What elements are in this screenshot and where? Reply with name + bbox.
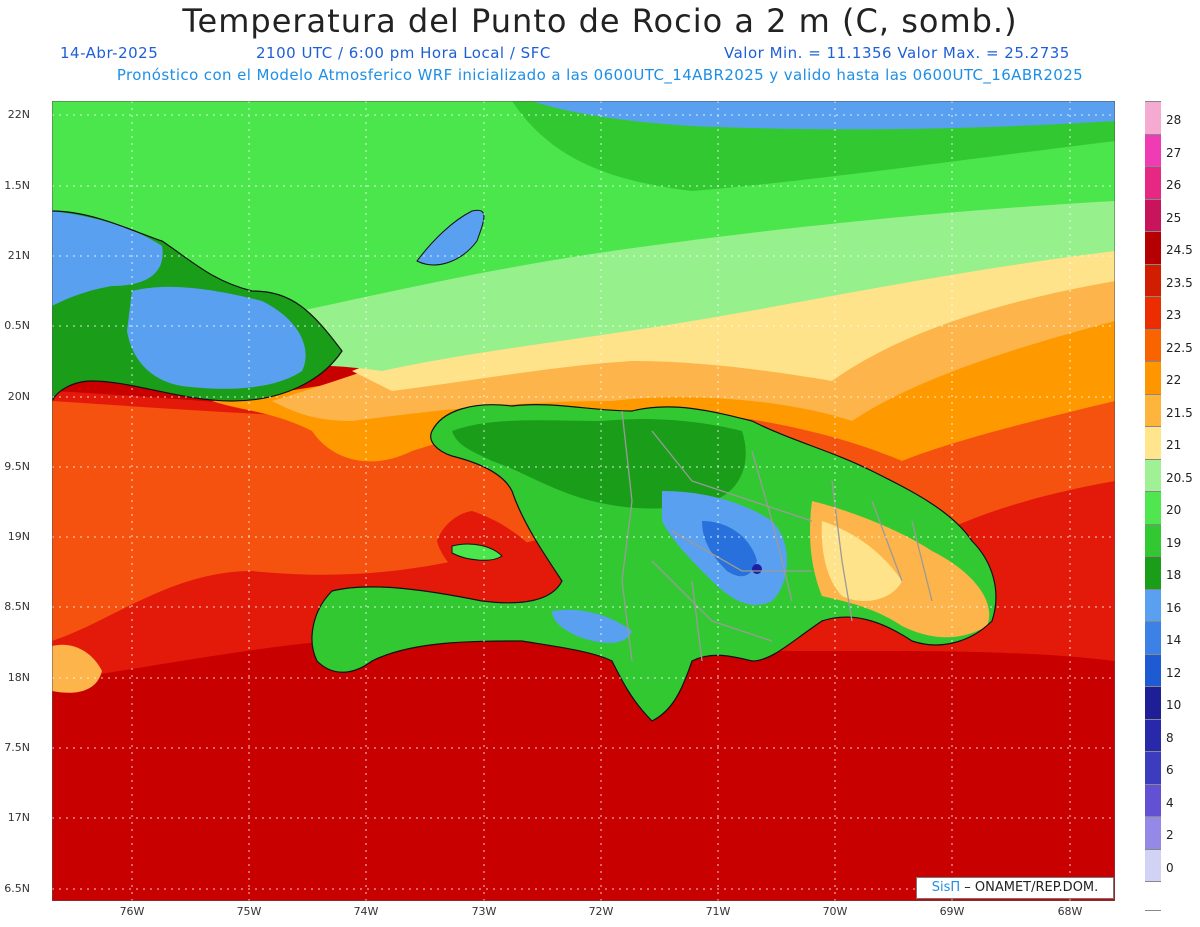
gridlines xyxy=(52,101,1115,901)
legend-swatch xyxy=(1145,328,1161,361)
min-max-values: Valor Min. = 11.1356 Valor Max. = 25.273… xyxy=(724,44,1070,62)
legend-label: 12 xyxy=(1166,665,1182,680)
legend-swatch xyxy=(1145,588,1161,621)
lon-label: 71W xyxy=(705,905,731,918)
lon-label: 76W xyxy=(119,905,145,918)
legend-swatch xyxy=(1145,523,1161,556)
model-info: Pronóstico con el Modelo Atmosferico WRF… xyxy=(116,66,1084,84)
legend-label: 14 xyxy=(1166,633,1182,647)
legend-label: 2 xyxy=(1166,828,1174,842)
legend-swatch xyxy=(1145,166,1161,199)
chart-title: Temperatura del Punto de Rocio a 2 m (C,… xyxy=(182,2,1018,40)
legend-swatch xyxy=(1145,556,1161,589)
zone-east-dr xyxy=(810,501,990,638)
legend-label: 26 xyxy=(1166,178,1182,192)
zone-jamaica xyxy=(52,644,102,693)
legend-label: 22.5 xyxy=(1166,340,1193,355)
legend-swatch xyxy=(1145,848,1161,881)
lat-label: 19N xyxy=(7,530,30,543)
legend-label: 27 xyxy=(1166,145,1182,160)
legend-swatch xyxy=(1145,686,1161,719)
coastline-gonave xyxy=(451,543,503,561)
lat-label: 21N xyxy=(7,249,30,262)
legend-label: 22 xyxy=(1166,373,1182,387)
zone-cuba-west-blue xyxy=(52,211,163,306)
legend-swatch xyxy=(1145,393,1161,426)
lon-label: 68W xyxy=(1057,905,1083,918)
legend-label: 8 xyxy=(1166,730,1174,745)
legend-label: 25 xyxy=(1166,210,1182,225)
lat-label: 20N xyxy=(7,390,30,403)
legend-swatch xyxy=(1145,653,1161,686)
legend-swatch xyxy=(1145,816,1161,849)
legend-swatch xyxy=(1145,751,1161,784)
legend-swatch xyxy=(1145,296,1161,329)
legend-swatch xyxy=(1145,263,1161,296)
lat-label: 0.5N xyxy=(4,319,30,332)
legend-label: 24.5 xyxy=(1166,243,1193,257)
dewpoint-map xyxy=(52,101,1115,901)
legend-swatch xyxy=(1145,458,1161,491)
zone-east-dr-yellow xyxy=(821,521,902,601)
lat-label: 1.5N xyxy=(4,179,30,192)
lon-label: 69W xyxy=(939,905,965,918)
legend-swatch xyxy=(1145,783,1161,816)
coastline-cuba xyxy=(52,210,343,402)
lon-label: 70W xyxy=(822,905,848,918)
legend-swatch xyxy=(1145,881,1161,911)
legend-swatch xyxy=(1145,491,1161,524)
coastline-inagua xyxy=(416,209,485,266)
legend-label: 19 xyxy=(1166,535,1182,550)
lat-label: 22N xyxy=(7,108,30,121)
legend-label: 0 xyxy=(1166,860,1174,875)
lat-label: 17N xyxy=(7,811,30,824)
legend-swatch xyxy=(1145,198,1161,231)
credit-brand: SisΠ xyxy=(931,880,961,895)
lat-label: 18N xyxy=(7,671,30,684)
legend-label: 4 xyxy=(1166,795,1174,810)
legend-label: 23.5 xyxy=(1166,275,1193,290)
legend-swatch xyxy=(1145,621,1161,654)
legend-swatch xyxy=(1145,101,1161,134)
credit-box: SisΠ – ONAMET/REP.DOM. xyxy=(916,877,1114,899)
legend-label: 28 xyxy=(1166,113,1182,127)
lat-label: 7.5N xyxy=(4,741,30,754)
legend-label: 18 xyxy=(1166,568,1182,582)
zone-cordillera-darkblue xyxy=(702,521,757,577)
lon-label: 72W xyxy=(588,905,614,918)
legend-label: 10 xyxy=(1166,698,1182,712)
legend-label: 21.5 xyxy=(1166,405,1193,420)
lat-label: 6.5N xyxy=(4,882,30,895)
zone-hispaniola-dark xyxy=(452,419,746,509)
legend-label: 20 xyxy=(1166,503,1182,517)
legend-swatch xyxy=(1145,361,1161,394)
forecast-time: 2100 UTC / 6:00 pm Hora Local / SFC xyxy=(256,44,551,62)
lon-label: 75W xyxy=(236,905,262,918)
legend-label: 20.5 xyxy=(1166,470,1193,485)
province-borders xyxy=(621,410,933,662)
credit-text: – ONAMET/REP.DOM. xyxy=(960,880,1099,895)
zone-peak xyxy=(752,564,762,574)
legend-swatch xyxy=(1145,426,1161,459)
lat-label: 8.5N xyxy=(4,600,30,613)
legend-swatch xyxy=(1145,133,1161,166)
legend-label: 23 xyxy=(1166,308,1182,322)
lon-label: 74W xyxy=(353,905,379,918)
legend-label: 21 xyxy=(1166,438,1182,452)
zone-cuba-blue xyxy=(127,286,306,389)
zone-peninsula-blue xyxy=(552,609,632,643)
legend-label: 16 xyxy=(1166,600,1182,615)
forecast-date: 14-Abr-2025 xyxy=(60,44,159,62)
lon-label: 73W xyxy=(471,905,497,918)
legend-label: 6 xyxy=(1166,763,1174,777)
legend-swatch xyxy=(1145,231,1161,264)
lat-label: 9.5N xyxy=(4,460,30,473)
coastline-hispaniola xyxy=(311,404,997,722)
legend-swatch xyxy=(1145,718,1161,751)
